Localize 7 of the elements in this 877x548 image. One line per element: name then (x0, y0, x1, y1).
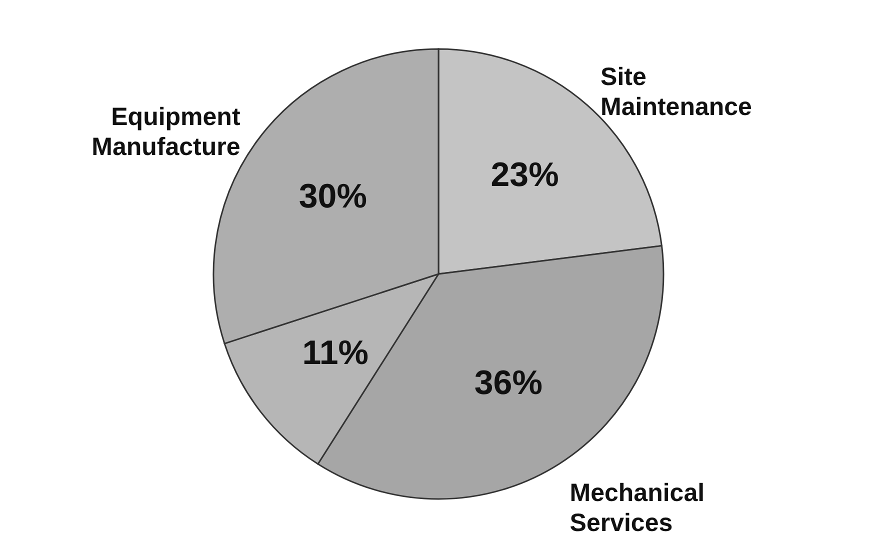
data-label: 23% (490, 156, 559, 194)
data-label: 30% (298, 177, 367, 216)
slice-label: Mechanical Services (570, 478, 705, 537)
data-label: 11% (302, 334, 368, 372)
slice-label: Site Maintenance (600, 63, 752, 122)
slice-label: Equipment Manufacture (92, 102, 241, 161)
data-label: 36% (474, 364, 542, 402)
